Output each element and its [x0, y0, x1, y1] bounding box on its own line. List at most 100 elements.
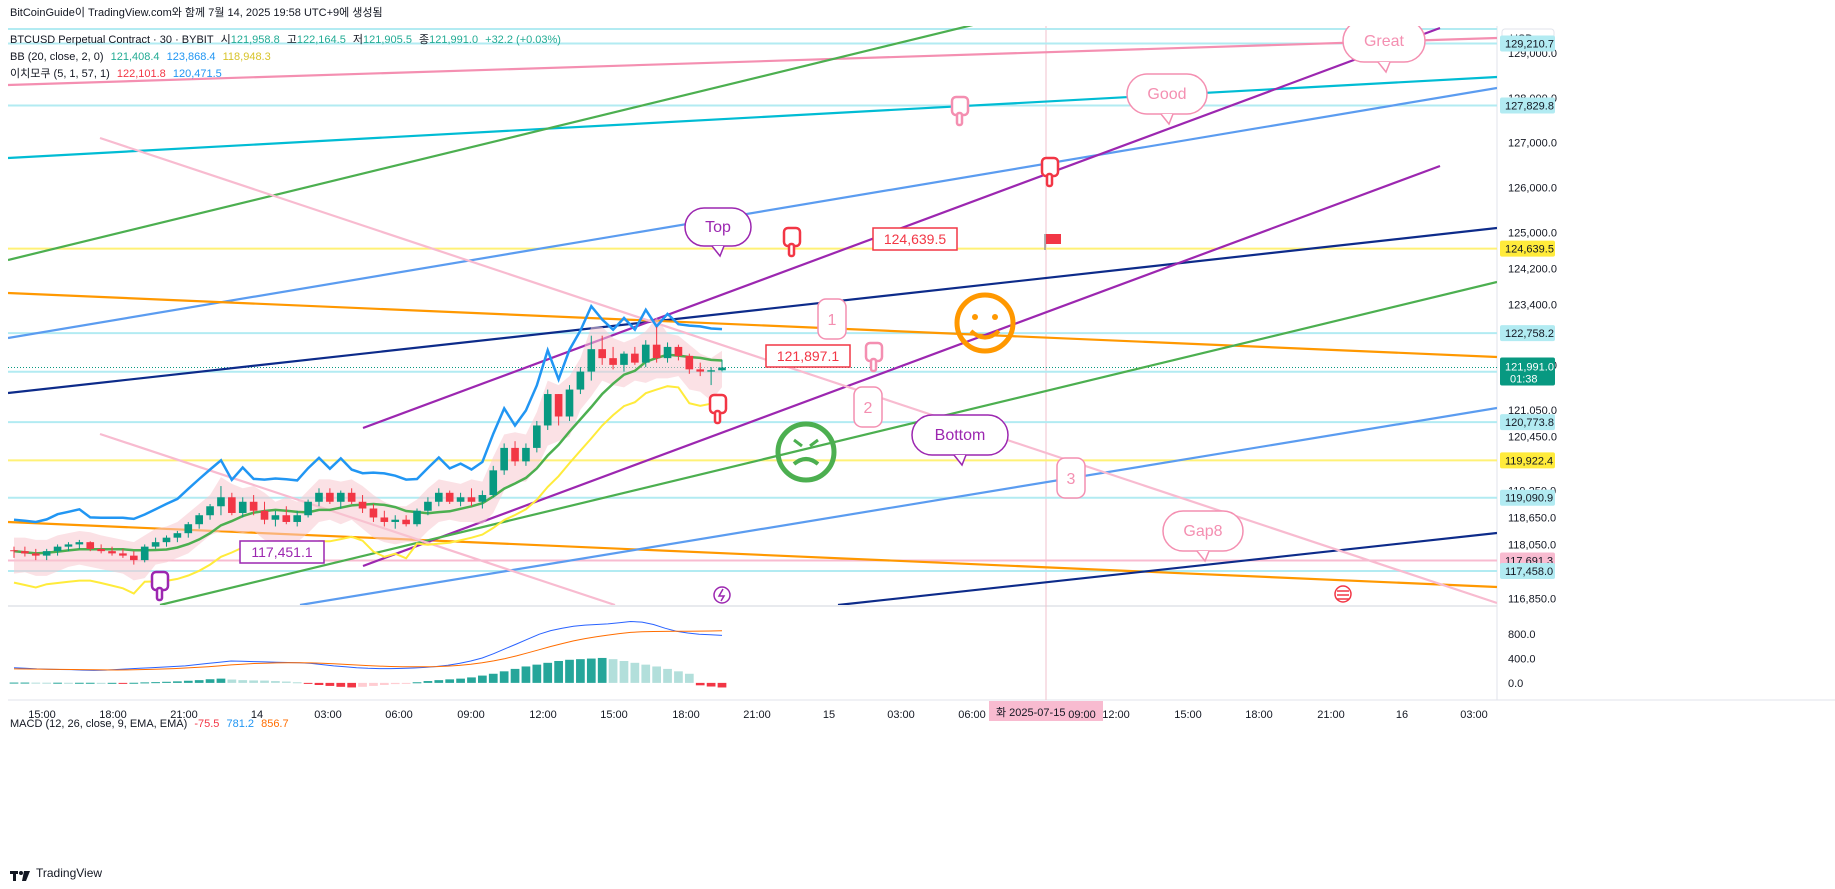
macd-line-value: 781.2 — [226, 718, 255, 730]
price-pane: Top Bottom Good Great Gap8 1 2 3 124,639.5 121,89… — [8, 26, 1497, 605]
price-tick-label: 127,000.0 — [1508, 138, 1557, 150]
time-tick-label: 15:00 — [600, 709, 628, 721]
candle-body — [696, 369, 705, 372]
macd-tick-label: 400.0 — [1508, 654, 1536, 666]
macd-signal-value: 856.7 — [261, 718, 289, 730]
candle-body — [336, 492, 345, 502]
macd-histogram-bar — [260, 680, 269, 683]
candle-body — [598, 349, 606, 359]
time-axis: 15:00 18:00 21:00 14 03:00 06:00 09:00 12:00 15:… — [28, 701, 1488, 721]
pointing-hand-icon — [708, 393, 728, 425]
ichimoku-legend[interactable]: 이치모쿠 (5, 1, 57, 1) 122,101.8 120,471.5 — [10, 66, 226, 82]
bb-label[interactable]: BB (20, close, 2, 0) — [10, 51, 104, 63]
candle-body — [31, 553, 40, 556]
open-value: 121,958.8 — [230, 34, 280, 46]
close-value: 121,991.0 — [429, 34, 479, 46]
candle-body — [326, 492, 334, 502]
bb-basis-line — [13, 353, 723, 555]
bottom-bubble: Bottom — [911, 414, 1009, 467]
macd-histogram-bar — [194, 680, 204, 683]
candle-body — [119, 553, 127, 556]
macd-histogram-bar — [227, 679, 237, 683]
level-price-tag: 119,922.4 — [1500, 452, 1555, 469]
time-tick-label: 14 — [251, 709, 263, 721]
macd-histogram-bar — [619, 660, 629, 683]
level-price-tag: 117,458.0 — [1500, 562, 1555, 579]
trend-line — [8, 75, 1497, 160]
macd-histogram-bar — [478, 675, 487, 683]
wave-2-box: 2 — [853, 386, 883, 428]
candle-body — [663, 346, 672, 359]
candle-body — [533, 425, 541, 448]
ichimoku-label[interactable]: 이치모쿠 (5, 1, 57, 1) — [10, 68, 110, 80]
candle-body — [674, 346, 683, 356]
candle-body — [358, 501, 367, 509]
level-price-text: 119,090.9 — [1505, 493, 1553, 505]
macd-histogram-bar — [369, 682, 378, 686]
candle-body — [347, 492, 356, 502]
close-label: 종 — [419, 34, 430, 46]
footer-brand[interactable]: TradingView — [10, 862, 102, 884]
candle-body — [97, 548, 105, 552]
macd-histogram-bar — [488, 673, 498, 683]
candle-body — [576, 371, 585, 390]
high-label: 고 — [286, 34, 297, 46]
candle-body — [42, 551, 51, 556]
trend-line — [8, 520, 1497, 589]
macd-histogram-bar — [717, 682, 727, 688]
pointing-hand-icon — [1040, 156, 1060, 188]
candle-body — [162, 537, 171, 543]
macd-histogram-bar — [706, 682, 716, 687]
price-tick-label: 118,050.0 — [1508, 539, 1556, 551]
flag-icon — [1044, 234, 1061, 250]
bb-upper-value: 123,868.4 — [166, 51, 216, 63]
candle-body — [108, 551, 116, 554]
candle-body — [184, 524, 193, 534]
time-tick-label: 16 — [1396, 709, 1408, 721]
macd-histogram-bar — [53, 682, 62, 684]
candle-body — [140, 546, 149, 561]
crosshair-time-label: 화 2025-07-15 — [989, 701, 1103, 721]
candle-body — [685, 355, 694, 370]
macd-histogram-bar — [630, 662, 640, 683]
bb-legend[interactable]: BB (20, close, 2, 0) 121,408.4 123,868.4… — [10, 49, 275, 65]
time-tick-label: 15 — [823, 709, 835, 721]
level-price-text: 120,773.8 — [1505, 417, 1554, 429]
macd-legend[interactable]: MACD (12, 26, close, 9, EMA, EMA) -75.5 … — [10, 716, 293, 732]
level-price-tag: 124,639.5 — [1500, 240, 1555, 257]
countdown-text: 01:38 — [1510, 374, 1538, 386]
gap8-bubble: Gap8 — [1162, 510, 1244, 563]
macd-histogram-bar — [510, 668, 520, 683]
macd-histogram-bar — [445, 679, 455, 683]
macd-histogram-bar — [140, 682, 150, 684]
macd-histogram-bar — [401, 682, 411, 684]
candle-body — [467, 497, 476, 502]
symbol-legend[interactable]: BTCUSD Perpetual Contract · 30 · BYBIT 시… — [10, 32, 565, 48]
candle-body — [64, 544, 73, 547]
candle-body — [413, 510, 421, 525]
level-price-tag: 122,758.2 — [1500, 325, 1555, 342]
macd-histogram-bar — [96, 682, 106, 684]
current-price-text: 121,991.0 — [1505, 362, 1554, 374]
happy-face-icon — [954, 292, 1016, 354]
macd-histogram-bar — [663, 668, 672, 683]
ichimoku-a-value: 122,101.8 — [116, 68, 166, 80]
price-callout: 124,639.5 — [872, 227, 958, 251]
macd-histogram-bar — [85, 682, 95, 684]
candle-body — [217, 497, 225, 507]
candle-body — [86, 542, 95, 549]
trend-line — [159, 280, 1497, 605]
brand-name: TradingView — [36, 866, 103, 880]
chart-header: BitCoinGuide이 TradingView.com와 함께 7월 14,… — [10, 7, 383, 19]
macd-pane: 0.0 400.0 800.0 — [9, 620, 1536, 690]
candle-body — [434, 492, 443, 502]
low-label: 저 — [352, 34, 364, 46]
macd-label[interactable]: MACD (12, 26, close, 9, EMA, EMA) — [10, 718, 188, 730]
candle-body — [206, 506, 214, 516]
candle-body — [445, 492, 454, 502]
time-tick-label: 03:00 — [887, 709, 915, 721]
symbol-name[interactable]: BTCUSD Perpetual Contract · 30 · BYBIT — [10, 34, 214, 46]
macd-histogram-bar — [358, 682, 367, 687]
trend-line — [8, 226, 1497, 395]
